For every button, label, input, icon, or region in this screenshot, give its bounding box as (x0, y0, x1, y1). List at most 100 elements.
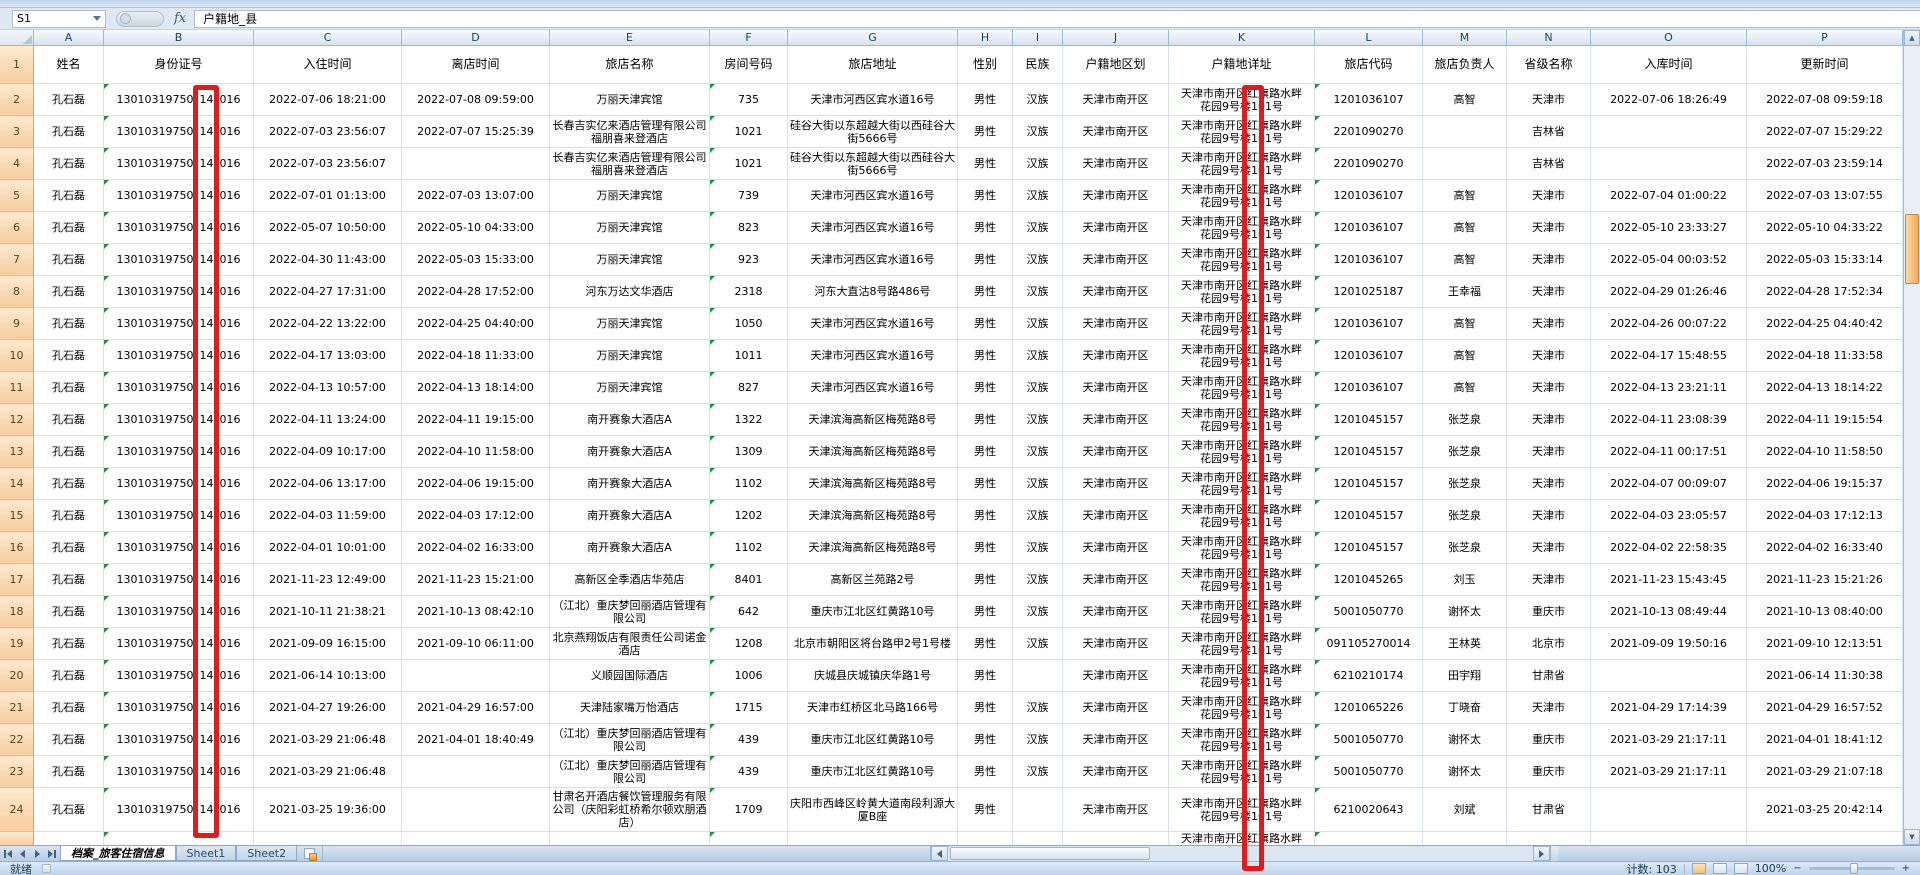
name-box[interactable]: S1 (12, 9, 106, 28)
cell-manager[interactable]: 张芝泉 (1423, 404, 1507, 436)
cell-room-number[interactable]: 439 (710, 756, 788, 788)
cell-checkin-time[interactable] (254, 832, 402, 845)
row-header[interactable]: 2 (0, 84, 34, 116)
scrollbar-split-handle[interactable] (1550, 846, 1558, 861)
cell-checkin-time[interactable]: 2022-04-13 10:57:00 (254, 372, 402, 404)
column-header-a[interactable]: A (34, 30, 104, 46)
cell-gender[interactable]: 男性 (958, 692, 1013, 724)
cell-ethnic[interactable]: 汉族 (1013, 756, 1063, 788)
cell-id-number[interactable]: 13010319750 14 016 (104, 244, 254, 276)
insert-function-icon[interactable]: fx (174, 11, 187, 26)
last-sheet-button[interactable] (45, 846, 60, 861)
cell-ethnic[interactable]: 汉族 (1013, 692, 1063, 724)
cell-checkout-time[interactable]: 2021-09-10 06:11:00 (402, 628, 550, 660)
cell-hotel-address[interactable]: 天津滨海高新区梅苑路8号 (788, 468, 958, 500)
cell-ethnic[interactable]: 汉族 (1013, 372, 1063, 404)
cell-checkin-time[interactable]: 2021-09-09 16:15:00 (254, 628, 402, 660)
cell-hotel-name[interactable]: 南开赛象大酒店A (550, 436, 710, 468)
cell-hotel-name[interactable]: 高新区全季酒店华苑店 (550, 564, 710, 596)
field-label-checkin[interactable]: 入住时间 (254, 46, 402, 84)
cell-region[interactable]: 天津市南开区 (1063, 436, 1169, 468)
zoom-slider[interactable] (1808, 863, 1895, 874)
cell-entry-time[interactable]: 2022-04-26 00:07:22 (1591, 308, 1747, 340)
scroll-down-icon[interactable]: ▼ (1904, 829, 1920, 845)
row-header[interactable]: 12 (0, 404, 34, 436)
cell-room-number[interactable]: 1102 (710, 532, 788, 564)
cell-hotel-name[interactable]: （江北）重庆梦回丽酒店管理有限公司 (550, 596, 710, 628)
cell-name[interactable]: 孔石磊 (34, 84, 104, 116)
cell-checkin-time[interactable]: 2021-03-25 19:36:00 (254, 788, 402, 832)
field-label-hotel[interactable]: 旅店名称 (550, 46, 710, 84)
cell-checkout-time[interactable]: 2022-04-18 11:33:00 (402, 340, 550, 372)
cell-hotel-name[interactable]: 天津陆家嘴万怡酒店 (550, 692, 710, 724)
formula-bar-buttons[interactable] (116, 10, 164, 27)
cell-hotel-name[interactable]: 南开赛象大酒店A (550, 468, 710, 500)
field-label-room[interactable]: 房间号码 (710, 46, 788, 84)
cell-region[interactable]: 天津市南开区 (1063, 532, 1169, 564)
cell-hotel-name[interactable]: 南开赛象大酒店A (550, 532, 710, 564)
cell-ethnic[interactable]: 汉族 (1013, 84, 1063, 116)
cell-entry-time[interactable]: 2022-07-04 01:00:22 (1591, 180, 1747, 212)
cell-detail-address[interactable]: 天津市南开区红旗路水畔 花园9号楼101号 (1169, 468, 1315, 500)
cell-hotel-code[interactable]: 1201045157 (1315, 436, 1423, 468)
row-header[interactable]: 22 (0, 724, 34, 756)
cell-hotel-name[interactable]: 万丽天津宾馆 (550, 308, 710, 340)
column-header-h[interactable]: H (958, 30, 1013, 46)
cell-detail-address[interactable]: 天津市南开区红旗路水畔 花园9号楼101号 (1169, 788, 1315, 832)
field-label-hotel-code[interactable]: 旅店代码 (1315, 46, 1423, 84)
cell-hotel-name[interactable]: 万丽天津宾馆 (550, 244, 710, 276)
cell-region[interactable]: 天津市南开区 (1063, 212, 1169, 244)
cell-manager[interactable]: 高智 (1423, 244, 1507, 276)
cell-province[interactable]: 重庆市 (1507, 756, 1591, 788)
cell-checkout-time[interactable]: 2022-04-13 18:14:00 (402, 372, 550, 404)
column-header-m[interactable]: M (1423, 30, 1507, 46)
cell-entry-time[interactable]: 2022-04-11 23:08:39 (1591, 404, 1747, 436)
cell-entry-time[interactable]: 2022-05-10 23:33:27 (1591, 212, 1747, 244)
cell-hotel-name[interactable]: 南开赛象大酒店A (550, 500, 710, 532)
cell-hotel-address[interactable]: 庆城县庆城镇庆华路1号 (788, 660, 958, 692)
cell-update-time[interactable]: 2022-07-03 23:59:14 (1747, 148, 1903, 180)
cell-id-number[interactable]: 13010319750 14 016 (104, 532, 254, 564)
cell-manager[interactable]: 刘斌 (1423, 788, 1507, 832)
cell-id-number[interactable]: 13010319750 14 016 (104, 564, 254, 596)
row-header[interactable]: 9 (0, 308, 34, 340)
cell-checkin-time[interactable]: 2022-07-03 23:56:07 (254, 116, 402, 148)
cell-province[interactable]: 天津市 (1507, 500, 1591, 532)
cell-region[interactable]: 天津市南开区 (1063, 596, 1169, 628)
column-header-c[interactable]: C (254, 30, 402, 46)
cell-entry-time[interactable] (1591, 148, 1747, 180)
cell-checkin-time[interactable]: 2022-05-07 10:50:00 (254, 212, 402, 244)
cell-hotel-code[interactable]: 1201036107 (1315, 372, 1423, 404)
cell-name[interactable] (34, 832, 104, 845)
cell-hotel-address[interactable]: 天津市河西区宾水道16号 (788, 180, 958, 212)
cell-id-number[interactable]: 13010319750 14 016 (104, 308, 254, 340)
cell-hotel-code[interactable]: 1201045157 (1315, 468, 1423, 500)
cell-gender[interactable]: 男性 (958, 244, 1013, 276)
scroll-left-icon[interactable] (931, 846, 948, 861)
cell-ethnic[interactable]: 汉族 (1013, 724, 1063, 756)
cell-detail-address[interactable]: 天津市南开区红旗路水畔 花园9号楼101号 (1169, 500, 1315, 532)
cell-entry-time[interactable]: 2022-05-04 00:03:52 (1591, 244, 1747, 276)
cell-detail-address[interactable]: 天津市南开区红旗路水畔 花园9号楼101号 (1169, 532, 1315, 564)
cell-name[interactable]: 孔石磊 (34, 244, 104, 276)
cell-gender[interactable]: 男性 (958, 276, 1013, 308)
cell-id-number[interactable]: 13010319750 14 016 (104, 372, 254, 404)
field-label-manager[interactable]: 旅店负责人 (1423, 46, 1507, 84)
cell-ethnic[interactable]: 汉族 (1013, 404, 1063, 436)
cell-room-number[interactable]: 827 (710, 372, 788, 404)
cell-room-number[interactable]: 1021 (710, 148, 788, 180)
cell-gender[interactable]: 男性 (958, 372, 1013, 404)
zoom-slider-handle[interactable] (1849, 863, 1858, 874)
cell-checkin-time[interactable]: 2021-03-29 21:06:48 (254, 756, 402, 788)
next-sheet-button[interactable] (30, 846, 45, 861)
cell-manager[interactable]: 张芝泉 (1423, 500, 1507, 532)
field-label-checkout[interactable]: 离店时间 (402, 46, 550, 84)
cell-entry-time[interactable]: 2022-04-02 22:58:35 (1591, 532, 1747, 564)
row-header[interactable]: 16 (0, 532, 34, 564)
row-header[interactable]: 15 (0, 500, 34, 532)
cell-gender[interactable]: 男性 (958, 628, 1013, 660)
cell-update-time[interactable]: 2021-06-14 11:30:38 (1747, 660, 1903, 692)
cell-gender[interactable]: 男性 (958, 788, 1013, 832)
cell-province[interactable]: 天津市 (1507, 532, 1591, 564)
cell-update-time[interactable]: 2021-04-29 16:57:52 (1747, 692, 1903, 724)
